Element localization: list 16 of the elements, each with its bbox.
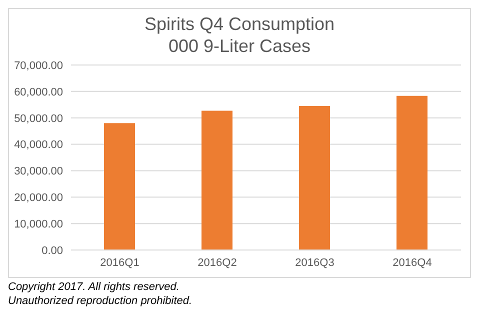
- y-tick-label: 30,000.00: [14, 166, 63, 178]
- y-tick-label: 70,000.00: [14, 60, 63, 72]
- y-tick-label: 40,000.00: [14, 139, 63, 152]
- y-tick-label: 20,000.00: [14, 192, 63, 204]
- chart-subtitle: 000 9-Liter Cases: [167, 35, 312, 57]
- y-tick-label: 60,000.00: [14, 86, 63, 98]
- x-tick-label: 2016Q4: [392, 256, 432, 269]
- y-tick-label: 0.00: [42, 244, 63, 257]
- x-tick-label: 2016Q3: [295, 256, 334, 269]
- y-tick-label: 50,000.00: [14, 112, 63, 125]
- text: Unauthorized reproduction prohibited.: [8, 294, 194, 308]
- y-tick-label: 10,000.00: [14, 218, 63, 230]
- x-tick-label: 2016Q1: [100, 256, 140, 269]
- x-tick-label: 2016Q2: [198, 256, 237, 269]
- text: Copyright 2017. All rights reserved.: [8, 280, 180, 294]
- chart-title: Spirits Q4 Consumption: [143, 13, 336, 35]
